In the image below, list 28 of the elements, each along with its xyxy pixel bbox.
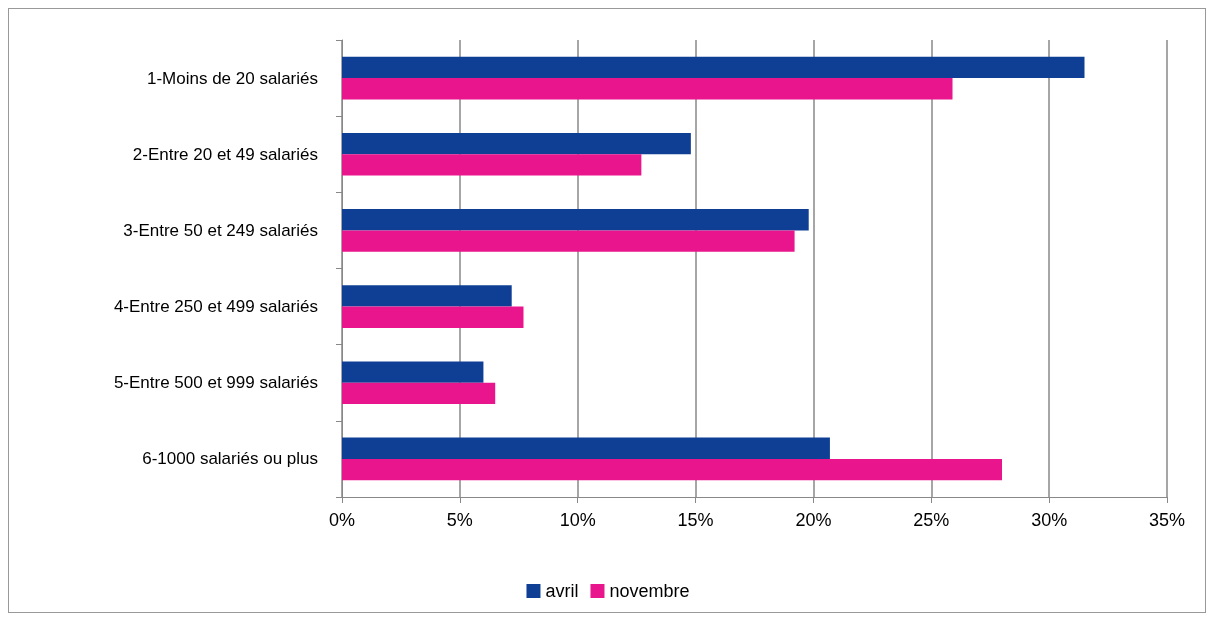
bar — [342, 132, 691, 155]
bar — [342, 209, 809, 231]
legend-label: avril — [545, 581, 579, 601]
bar — [342, 230, 795, 252]
bar — [342, 361, 484, 383]
bar — [342, 437, 830, 459]
y-tick-label: 5-Entre 500 et 999 salariés — [113, 373, 318, 393]
x-tick-label: 0% — [328, 510, 356, 530]
bar — [342, 285, 512, 307]
x-tick-label: 10% — [559, 510, 596, 530]
y-tick-label: 3-Entre 50 et 249 salariés — [123, 220, 318, 240]
bar — [342, 78, 953, 100]
y-tick-label: 4-Entre 250 et 499 salariés — [113, 297, 318, 317]
x-tick-label: 35% — [1148, 510, 1186, 530]
x-tick-label: 30% — [1031, 510, 1068, 530]
bar — [342, 306, 524, 328]
x-tick-label: 25% — [913, 510, 950, 530]
x-tick-label: 5% — [446, 510, 473, 530]
x-tick-label: 20% — [795, 510, 832, 530]
y-tick-label: 2-Entre 20 et 49 salariés — [132, 144, 318, 164]
bar — [342, 154, 642, 176]
bar — [342, 382, 496, 405]
y-tick-label: 1-Moins de 20 salariés — [146, 68, 318, 88]
bar — [342, 458, 1002, 481]
bar — [342, 56, 1085, 79]
legend-label: novembre — [609, 581, 690, 601]
x-tick-label: 15% — [677, 510, 714, 530]
y-tick-label: 6-1000 salariés ou plus — [142, 449, 318, 469]
